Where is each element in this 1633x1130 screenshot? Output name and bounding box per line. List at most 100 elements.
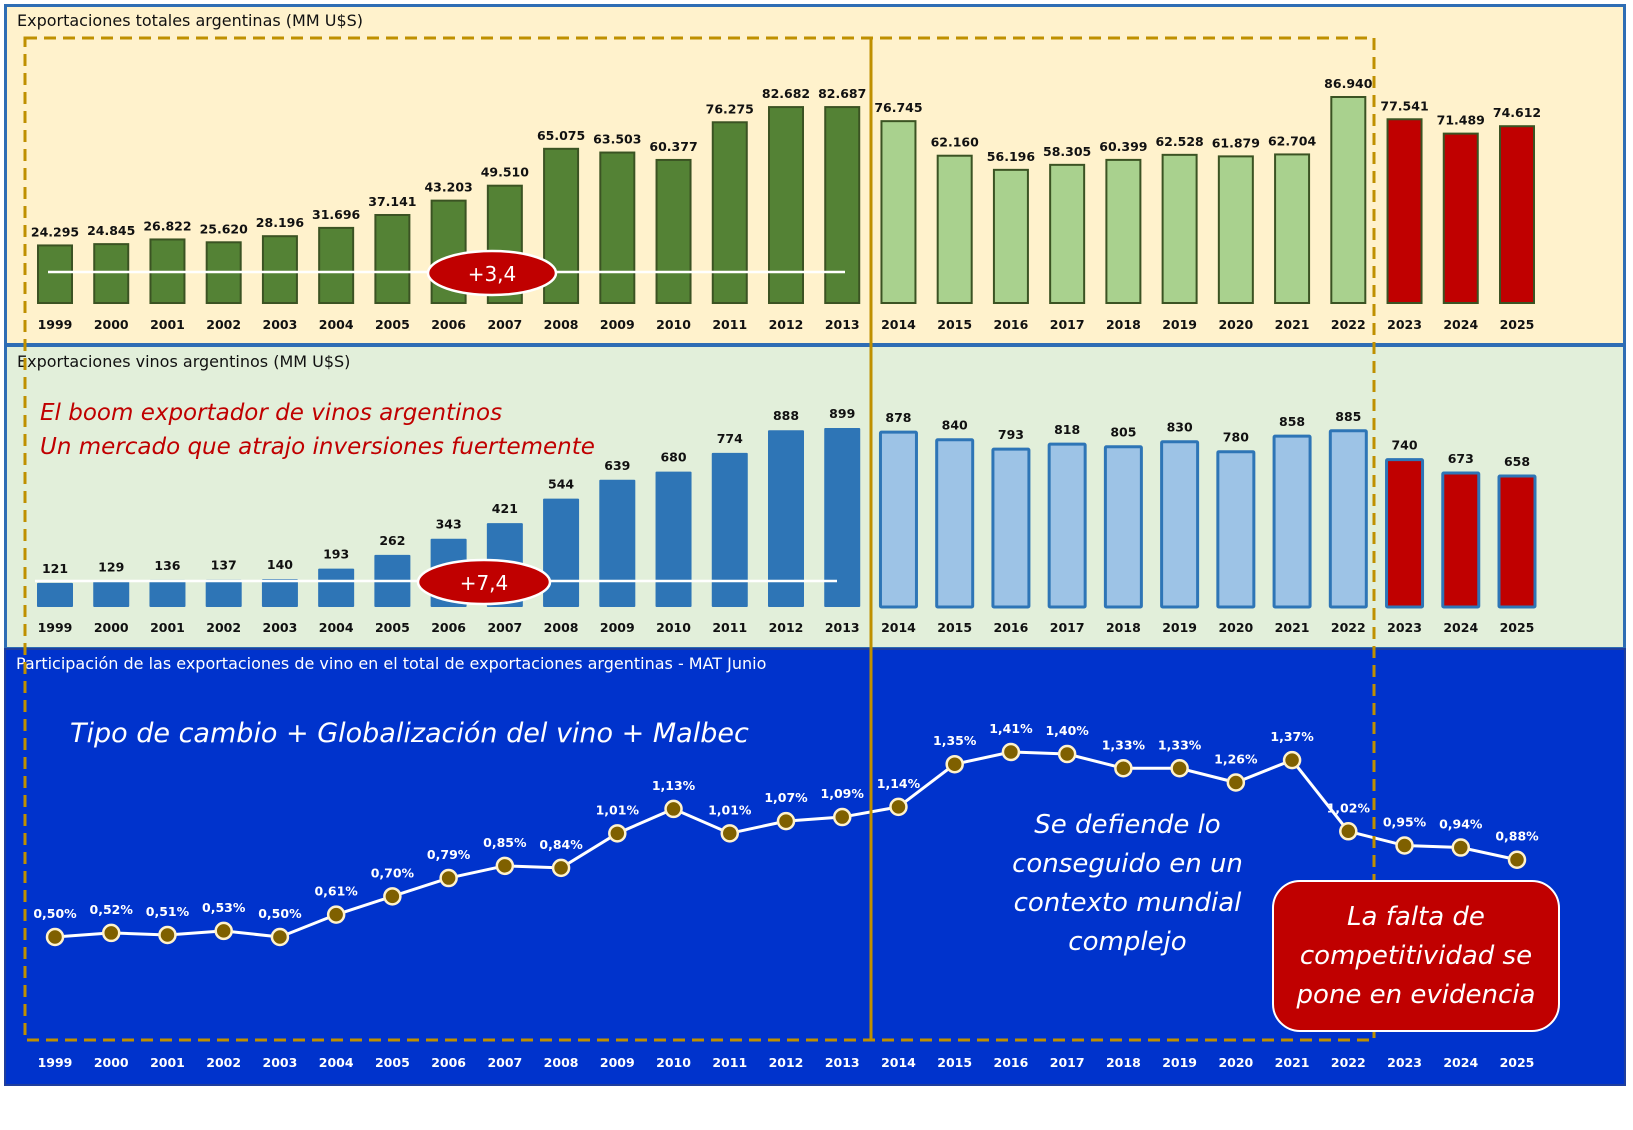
share-year-label: 2010 [656, 1055, 691, 1070]
wine-bar-2022 [1328, 429, 1368, 609]
share-year-label: 2024 [1443, 1055, 1478, 1070]
total-exports-bars: 24.295 1999 24.845 2000 26.822 2001 25.620 2002… [31, 76, 1541, 332]
share-value-label: 0,53% [202, 900, 246, 915]
wine-year-label: 2019 [1162, 620, 1197, 635]
share-year-label: 2021 [1275, 1055, 1310, 1070]
wine-year-label: 2004 [319, 620, 354, 635]
share-point-2014 [889, 797, 908, 817]
share-year-label: 2002 [206, 1055, 241, 1070]
total-value-label: 60.377 [649, 139, 697, 154]
share-year-label: 2014 [881, 1055, 916, 1070]
wine-exports-title: Exportaciones vinos argentinos (MM U$S) [17, 352, 351, 371]
share-year-label: 2016 [994, 1055, 1029, 1070]
wine-year-label: 2001 [150, 620, 185, 635]
wine-year-label: 2017 [1050, 620, 1085, 635]
share-value-label: 1,37% [1270, 729, 1314, 744]
total-year-label: 2009 [600, 317, 635, 332]
wine-year-label: 2000 [94, 620, 129, 635]
total-value-label: 76.745 [874, 100, 922, 115]
total-value-label: 31.696 [312, 207, 361, 222]
total-year-label: 2023 [1387, 317, 1422, 332]
share-point-2008 [551, 858, 571, 878]
share-year-label: 2017 [1050, 1055, 1085, 1070]
wine-value-label: 137 [211, 558, 237, 573]
total-year-label: 2011 [712, 317, 747, 332]
total-year-label: 2017 [1050, 317, 1085, 332]
share-point-2019 [1170, 759, 1189, 778]
total-bar-2008 [543, 147, 580, 304]
total-bar-2015 [936, 154, 973, 304]
share-point-2010 [664, 799, 683, 819]
total-year-label: 2020 [1218, 317, 1253, 332]
total-bar-2013 [824, 106, 861, 304]
wine-bar-2023 [1385, 458, 1425, 609]
wine-share-line: 0,50% 1999 0,52% 2000 0,51% 2001 0,53% 2002 0,50… [33, 721, 1539, 1070]
wine-year-label: 2023 [1387, 620, 1422, 635]
total-bar-2024 [1442, 132, 1479, 304]
wine-bar-2024 [1441, 471, 1481, 609]
wine-share-title: Participación de las exportaciones de vi… [16, 654, 767, 673]
wine-value-label: 885 [1335, 409, 1361, 424]
total-bar-2022 [1330, 96, 1367, 304]
wine-value-label: 343 [436, 517, 462, 532]
total-year-label: 2004 [319, 317, 354, 332]
share-value-label: 0,50% [258, 906, 302, 921]
highlight-dashed-box [23, 36, 1376, 1042]
wine-bar-2001 [149, 579, 186, 607]
wine-boom-headline: El boom exportador de vinos argentinos U… [40, 396, 595, 464]
total-value-label: 58.305 [1043, 144, 1091, 159]
share-year-label: 2003 [263, 1055, 298, 1070]
total-year-label: 2025 [1500, 317, 1535, 332]
total-bar-2025 [1499, 125, 1535, 304]
wine-bar-1999 [37, 582, 73, 607]
wine-bar-2010 [655, 471, 692, 607]
total-year-label: 2014 [881, 317, 916, 332]
wine-boom-line1: El boom exportador de vinos argentinos [40, 400, 503, 426]
share-year-label: 2005 [375, 1055, 410, 1070]
wine-value-label: 740 [1391, 438, 1417, 453]
total-value-label: 82.687 [818, 86, 866, 101]
share-value-label: 0,94% [1439, 817, 1483, 832]
share-point-2012 [776, 811, 796, 831]
wine-value-label: 899 [829, 406, 855, 421]
share-point-2005 [383, 887, 402, 906]
wine-year-label: 1999 [38, 620, 73, 635]
wine-year-label: 2021 [1275, 620, 1310, 635]
total-value-label: 76.275 [706, 101, 754, 116]
share-year-label: 2015 [937, 1055, 972, 1070]
wine-year-label: 2005 [375, 620, 410, 635]
wine-bar-2013 [824, 428, 861, 607]
wine-bar-2004 [318, 568, 355, 607]
total-year-label: 2021 [1275, 317, 1310, 332]
total-bar-2009 [599, 151, 636, 304]
wine-value-label: 136 [154, 558, 180, 573]
total-value-label: 37.141 [368, 194, 416, 209]
total-bar-2004 [318, 226, 355, 304]
wine-year-label: 2013 [825, 620, 860, 635]
drivers-headline: Tipo de cambio + Globalización del vino … [70, 718, 749, 749]
total-year-label: 2008 [544, 317, 579, 332]
total-year-label: 2001 [150, 317, 185, 332]
total-bar-2021 [1274, 153, 1311, 304]
total-value-label: 62.704 [1268, 133, 1317, 148]
total-value-label: 24.845 [87, 223, 135, 238]
total-bar-2014 [880, 120, 917, 305]
total-value-label: 49.510 [481, 165, 530, 180]
share-point-1999 [45, 927, 65, 947]
share-point-2000 [101, 923, 121, 943]
share-point-2007 [495, 856, 515, 876]
total-bar-2019 [1161, 153, 1198, 304]
wine-value-label: 262 [379, 533, 405, 548]
wine-bar-2019 [1160, 440, 1200, 609]
total-year-label: 1999 [38, 317, 73, 332]
share-year-label: 2009 [600, 1055, 635, 1070]
total-growth-badge [426, 249, 558, 297]
competitiveness-callout-text: La falta de competitividad se pone en ev… [1296, 901, 1536, 1010]
share-value-label: 0,88% [1495, 829, 1539, 844]
total-value-label: 61.879 [1212, 135, 1260, 150]
total-bar-2020 [1217, 155, 1254, 304]
total-year-label: 2012 [769, 317, 804, 332]
wine-value-label: 878 [885, 410, 911, 425]
share-year-label: 2025 [1500, 1055, 1535, 1070]
wine-bar-2002 [205, 579, 242, 607]
